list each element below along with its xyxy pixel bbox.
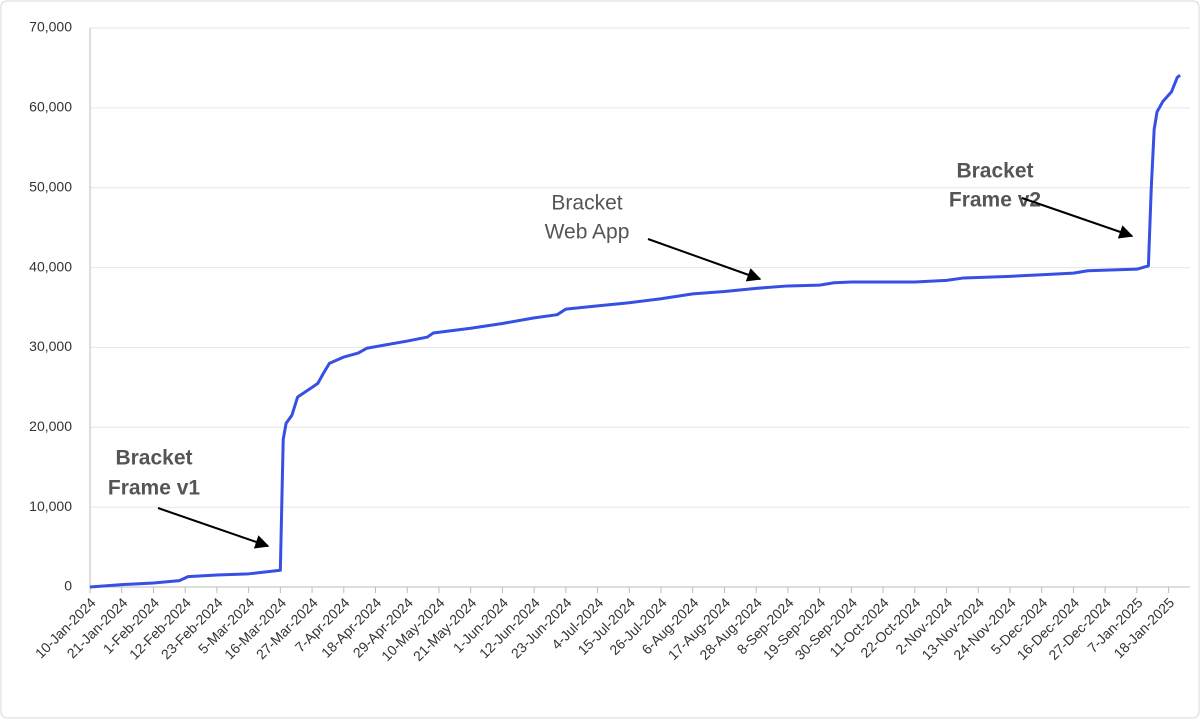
y-tick-label: 30,000 [29,338,72,354]
annotation: Bracket [551,192,622,215]
y-tick-label: 60,000 [29,99,72,115]
y-tick-label: 70,000 [29,19,72,35]
plot [89,73,1182,589]
arrow [647,238,762,282]
annotation: Bracket [115,447,192,470]
annotation: Bracket [956,160,1033,183]
y-tick-label: 0 [64,578,72,594]
y-tick-label: 50,000 [29,178,72,194]
arrow [157,507,270,549]
y-tick-label: 40,000 [29,258,72,274]
arrow [1021,197,1134,239]
y-tick-label: 10,000 [29,498,72,514]
grid [89,27,1190,593]
annotation: Frame v2 [949,189,1041,212]
annotation: Web App [545,221,630,244]
y-tick-label: 20,000 [29,418,72,434]
annotation: Frame v1 [108,477,201,500]
series-line [89,73,1182,589]
